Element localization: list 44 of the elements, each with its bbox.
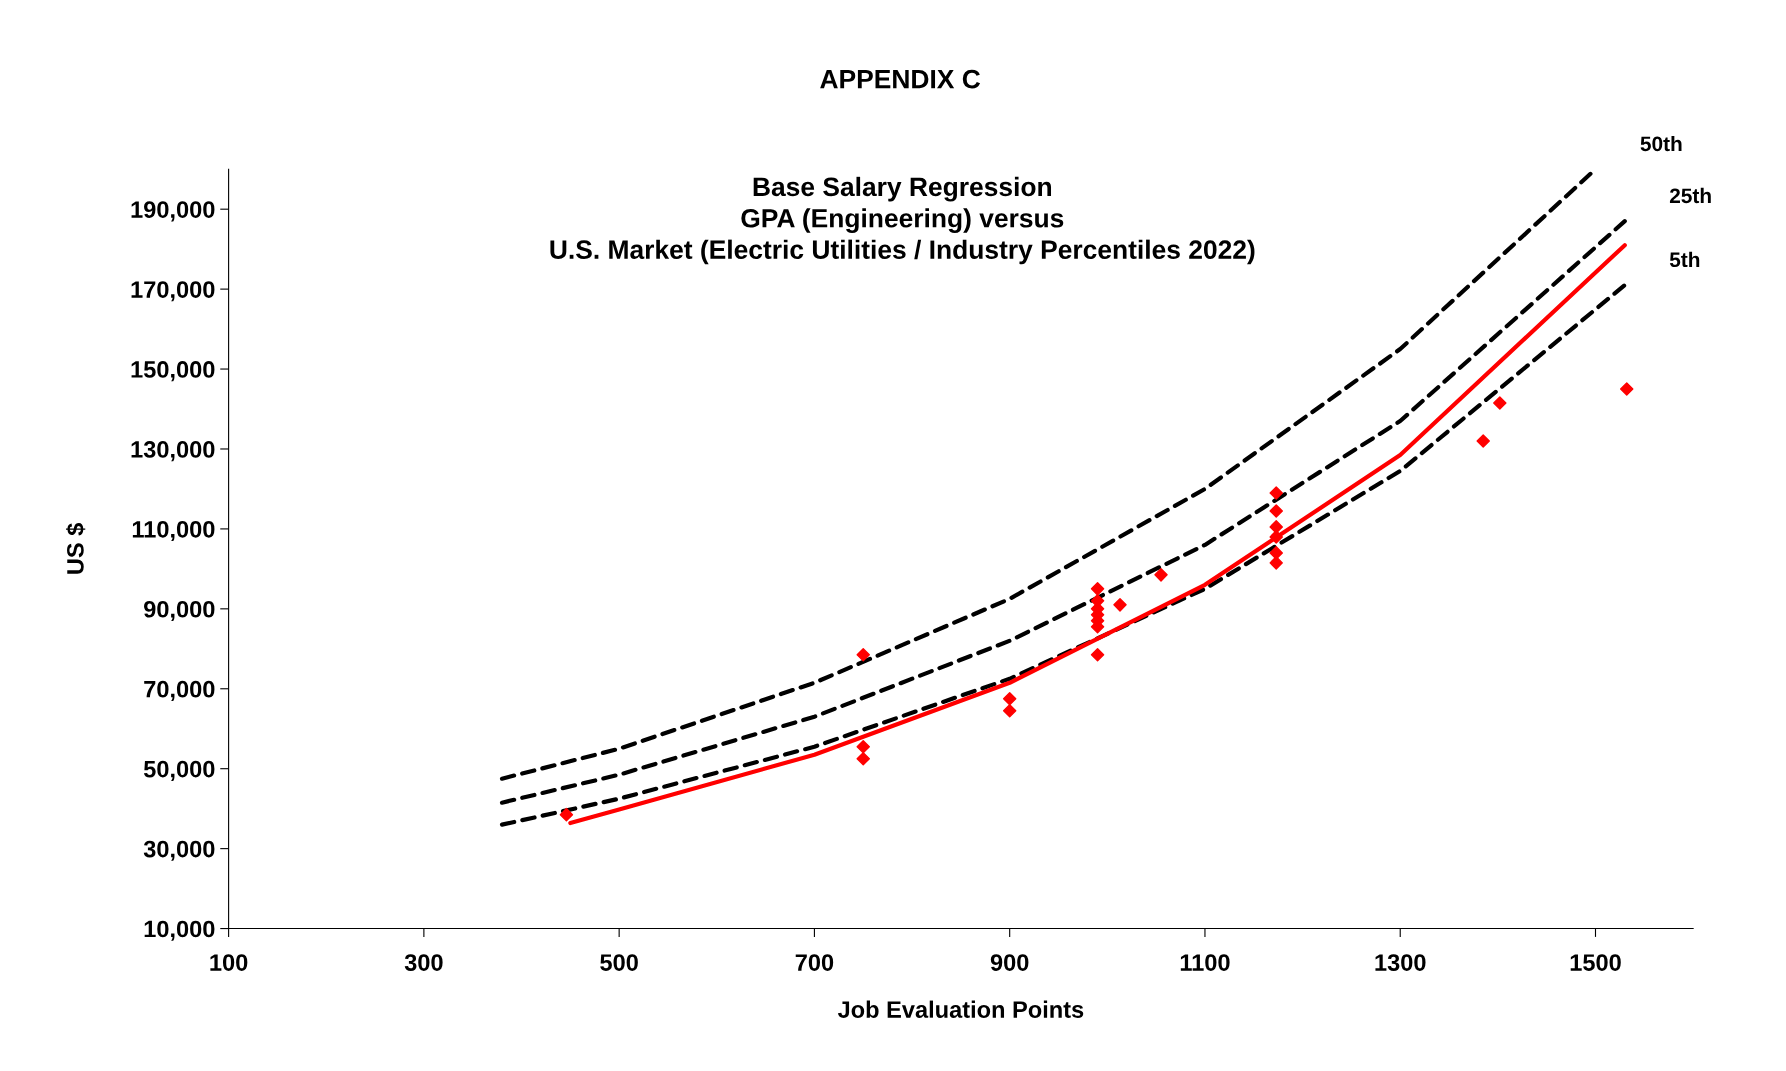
y-tick-label: 90,000 <box>144 600 215 622</box>
chart-title: APPENDIX C <box>820 69 981 89</box>
y-tick-label: 110,000 <box>132 520 215 542</box>
point <box>1090 582 1105 596</box>
point <box>856 751 870 766</box>
point <box>856 648 870 662</box>
text: Base Salary Regression GPA (Engineering) versus U.S. Market (Electric Utilities / Industry Percentiles 2022) <box>550 176 1255 265</box>
point <box>1269 486 1283 500</box>
x-tick-label: 1100 <box>1180 954 1230 971</box>
x-tick-label: 300 <box>404 954 443 971</box>
y-tick-label: 10,000 <box>144 920 215 941</box>
point <box>1269 520 1283 534</box>
x-tick-label: 700 <box>795 954 834 971</box>
x-tick-label: 900 <box>990 954 1029 971</box>
y-tick-label: 130,000 <box>131 441 215 462</box>
point <box>1269 556 1283 570</box>
x-tick-label: 100 <box>210 954 248 971</box>
point <box>1619 382 1634 396</box>
x-tick-label: 500 <box>600 954 638 971</box>
y-tick-label: 150,000 <box>131 361 215 382</box>
point <box>1269 504 1283 518</box>
text: 50th <box>1640 135 1682 152</box>
point <box>1090 648 1105 662</box>
point <box>1269 530 1283 544</box>
x-tick-label: 1500 <box>1570 954 1621 971</box>
y-tick-label: 170,000 <box>131 281 215 302</box>
point <box>1269 546 1283 560</box>
x-axis-title: Job Evaluation Points <box>837 1000 1084 1018</box>
x-tick-label: 1300 <box>1375 954 1426 971</box>
point <box>1113 598 1127 612</box>
y-tick-label: 30,000 <box>143 840 215 861</box>
point <box>559 807 574 822</box>
y-axis-title: US $ <box>65 522 86 574</box>
text: 5th <box>1669 251 1700 268</box>
point <box>1002 692 1017 706</box>
y-tick-label: 70,000 <box>144 680 215 701</box>
point <box>856 739 870 754</box>
y-tick-label: 190,000 <box>131 201 215 222</box>
text: 25th <box>1669 187 1711 204</box>
point <box>1154 568 1168 582</box>
point <box>1476 434 1490 448</box>
point <box>1493 396 1507 410</box>
point <box>1002 703 1017 718</box>
y-tick-label: 50,000 <box>143 760 215 781</box>
